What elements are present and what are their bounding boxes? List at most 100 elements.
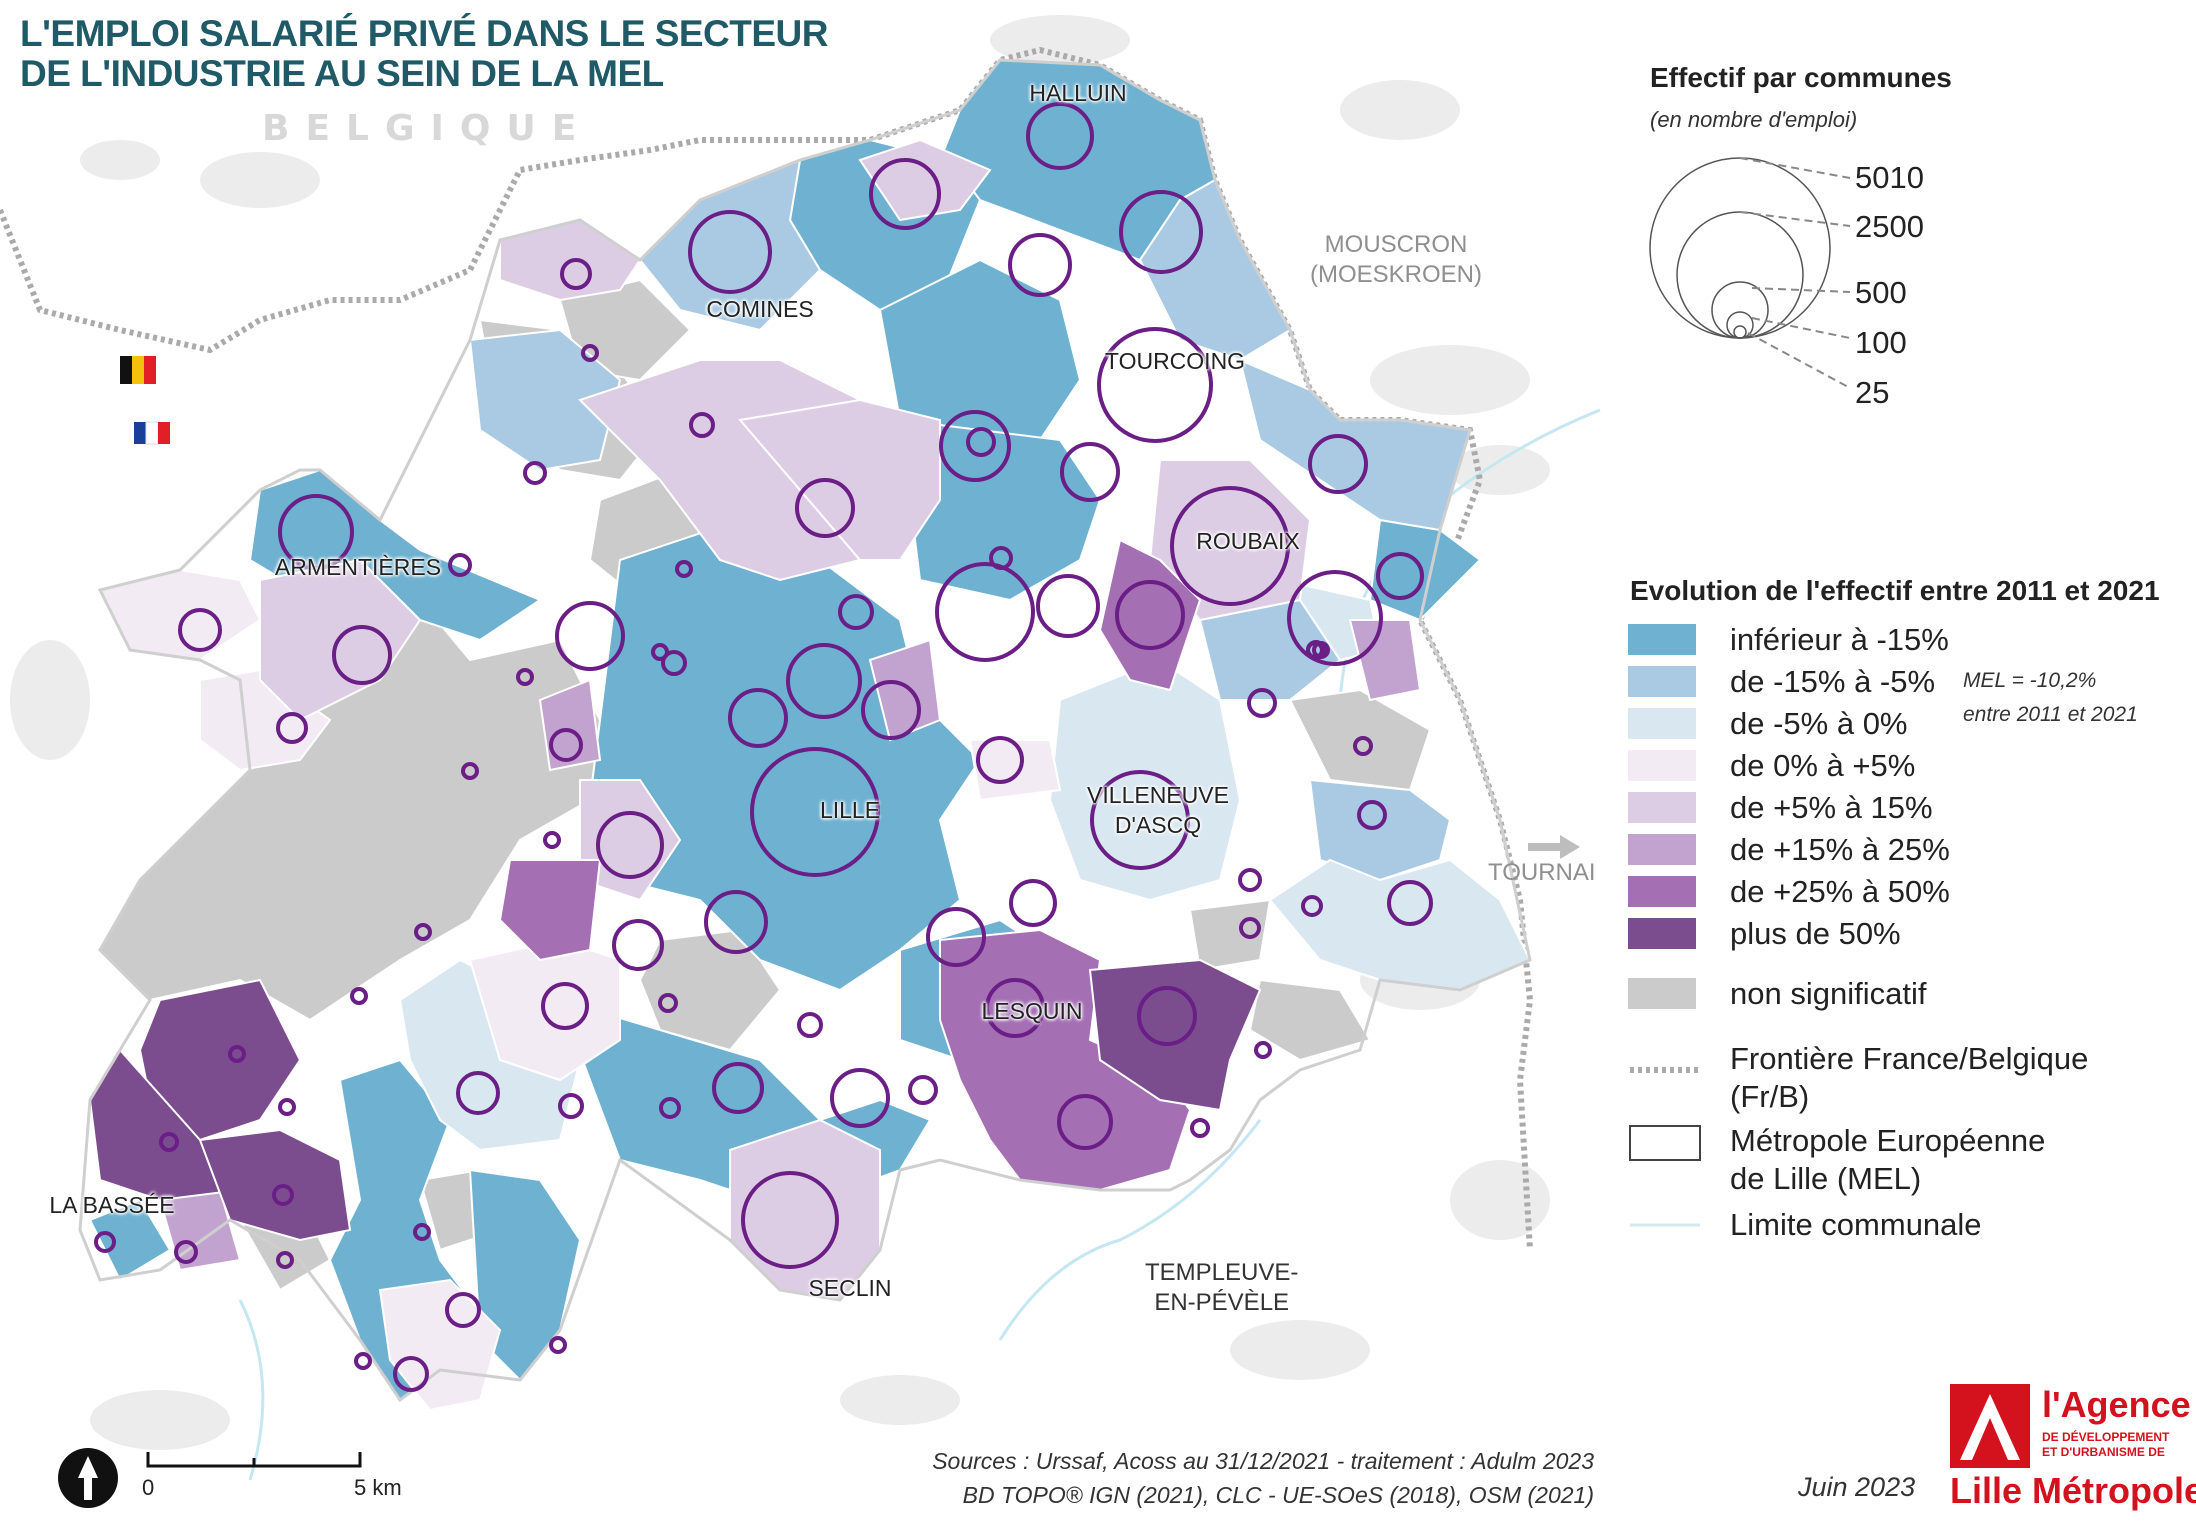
- bubble-premesques: [675, 560, 693, 578]
- city-label-villeneuve: VILLENEUVE D'ASCQ: [1087, 780, 1229, 840]
- bubble-aubers: [278, 1098, 296, 1116]
- legend-label: de -15% à -5%: [1730, 664, 1936, 699]
- bubble-gondecourt: [659, 1097, 681, 1119]
- mel-evolution-note: MEL = -10,2% entre 2011 et 2021: [1963, 664, 2138, 732]
- bubble-lesquin: [985, 978, 1045, 1038]
- logo-line-2a: DE DÉVELOPPEMENT: [2042, 1430, 2170, 1444]
- legend-swatch: [1628, 792, 1696, 823]
- size-legend-leaders: [1739, 157, 1851, 389]
- title-line-1: L'EMPLOI SALARIÉ PRIVÉ DANS LE SECTEUR: [20, 13, 829, 54]
- bubble-tourcoing: [1097, 327, 1213, 443]
- commune-bubbles: [94, 102, 1433, 1392]
- title-line-2: DE L'INDUSTRIE AU SEIN DE LA MEL: [20, 53, 664, 94]
- bubble-deulemont: [581, 344, 599, 362]
- bubble-verlinghem: [555, 601, 625, 671]
- bubble-illies: [159, 1132, 179, 1152]
- bubble-wervicq: [869, 158, 941, 230]
- legend-swatch: [1628, 978, 1696, 1009]
- bubble-capinghem: [661, 650, 687, 676]
- label-mouscron: MOUSCRON (MOESKROEN): [1310, 230, 1482, 290]
- bubble-laMadeleine: [861, 680, 921, 740]
- bubble-cysoing: [1301, 895, 1323, 917]
- bubble-santes: [456, 1071, 500, 1115]
- city-label-comines: COMINES: [706, 296, 814, 322]
- legend-label: inférieur à -15%: [1730, 622, 1949, 657]
- logo-line-2b: ET D'URBANISME DE: [2042, 1445, 2165, 1459]
- bubble-wasquehal: [1036, 574, 1100, 638]
- legend-label: plus de 50%: [1730, 916, 1901, 951]
- publication-date: Juin 2023: [1798, 1472, 1916, 1502]
- bubble-marcq: [935, 562, 1035, 662]
- city-label-halluin: HALLUIN: [1029, 80, 1127, 106]
- bubble-lomme: [728, 688, 788, 748]
- label-templeuve-2: EN-PÉVÈLE: [1154, 1289, 1290, 1316]
- bubble-ronchin: [926, 907, 986, 967]
- bubble-noyelles: [908, 1075, 938, 1105]
- bubble-bauvin: [558, 1093, 584, 1119]
- bubble-quesnoy: [939, 410, 1011, 482]
- bubble-hem: [1287, 570, 1383, 666]
- city-label-armentieres: ARMENTIÈRES: [274, 554, 442, 580]
- tournai-arrow: [1528, 835, 1580, 859]
- country-label-belgique: BELGIQUE: [262, 108, 593, 149]
- bubble-carvin: [445, 1292, 481, 1328]
- legend-communal-text: Limite communale: [1730, 1207, 1982, 1242]
- bubble-fournes: [350, 987, 368, 1005]
- legend-label: de -5% à 0%: [1730, 706, 1908, 741]
- bubble-leers2: [1306, 641, 1324, 659]
- bubble-bois-grenier: [516, 668, 534, 686]
- bubble-sainghin-w: [354, 1352, 372, 1370]
- bubble-don: [549, 1336, 567, 1354]
- size-legend-title: Effectif par communes: [1650, 62, 1952, 93]
- bubble-lille: [750, 747, 880, 877]
- bubble-haubourdin: [541, 982, 589, 1030]
- france-flag-icon: [134, 421, 170, 445]
- bubble-croix: [1115, 580, 1185, 650]
- bubble-tressin: [1247, 688, 1277, 718]
- bubble-neuville: [1119, 190, 1203, 274]
- bubble-labassee: [94, 1231, 116, 1253]
- bubble-wambrechies: [795, 478, 855, 538]
- legend-swatch: [1628, 750, 1696, 781]
- legend-mel-line-2: de Lille (MEL): [1730, 1161, 1922, 1196]
- bubble-faches: [1009, 879, 1057, 927]
- logo-line-2: DE DÉVELOPPEMENT ET D'URBANISME DE: [2042, 1430, 2169, 1460]
- mel-note-line-1: MEL = -10,2%: [1963, 669, 2097, 692]
- legend-mel-box: [1629, 1125, 1701, 1161]
- map-title: L'EMPLOI SALARIÉ PRIVÉ DANS LE SECTEUR D…: [20, 13, 829, 94]
- belgium-flag-icon: [120, 356, 156, 384]
- sources-line-2: BD TOPO® IGN (2021), CLC - UE-SOeS (2018…: [962, 1482, 1594, 1508]
- bubble-roubaix: [1170, 486, 1290, 606]
- legend-swatch: [1628, 918, 1696, 949]
- size-legend-25: 25: [1855, 375, 1890, 410]
- bubble-villeneuve-ascq: [1090, 770, 1190, 870]
- city-label-villeneuve-1: VILLENEUVE: [1087, 782, 1229, 808]
- bubble-templemars: [830, 1068, 890, 1128]
- mel-note-line-2: entre 2011 et 2021: [1963, 703, 2138, 726]
- bubble-seclin: [741, 1171, 839, 1269]
- bubble-salome: [272, 1184, 294, 1206]
- bubble-linselles: [689, 412, 715, 438]
- label-templeuve-1: TEMPLEUVE-: [1145, 1259, 1299, 1286]
- bubble-escobecques: [543, 831, 561, 849]
- legend-label: de +25% à 50%: [1730, 874, 1950, 909]
- bubble-hantay: [174, 1240, 198, 1264]
- bubble-saint-andre: [838, 594, 874, 630]
- bubble-perenchies: [549, 728, 583, 762]
- bubble-frelinghien: [178, 608, 222, 652]
- bubble-fleurbaix: [448, 553, 472, 577]
- legend-label: de +15% à 25%: [1730, 832, 1950, 867]
- bubble-lys: [1376, 552, 1424, 600]
- bubble-bousbecque: [1008, 233, 1072, 297]
- bubble-houplin: [658, 993, 678, 1013]
- city-label-seclin: SECLIN: [808, 1275, 892, 1301]
- bubble-wavrin: [797, 1012, 823, 1038]
- bubble-halluin: [1026, 102, 1094, 170]
- city-label-roubaix: ROUBAIX: [1196, 528, 1300, 554]
- north-arrow-icon: [58, 1448, 118, 1508]
- mel-outline: [78, 58, 1532, 1403]
- city-label-villeneuve-2: D'ASCQ: [1114, 812, 1202, 838]
- bubble-radinghem: [461, 762, 479, 780]
- legend-swatch: [1628, 666, 1696, 697]
- agence-logo-mark: [1950, 1384, 2030, 1468]
